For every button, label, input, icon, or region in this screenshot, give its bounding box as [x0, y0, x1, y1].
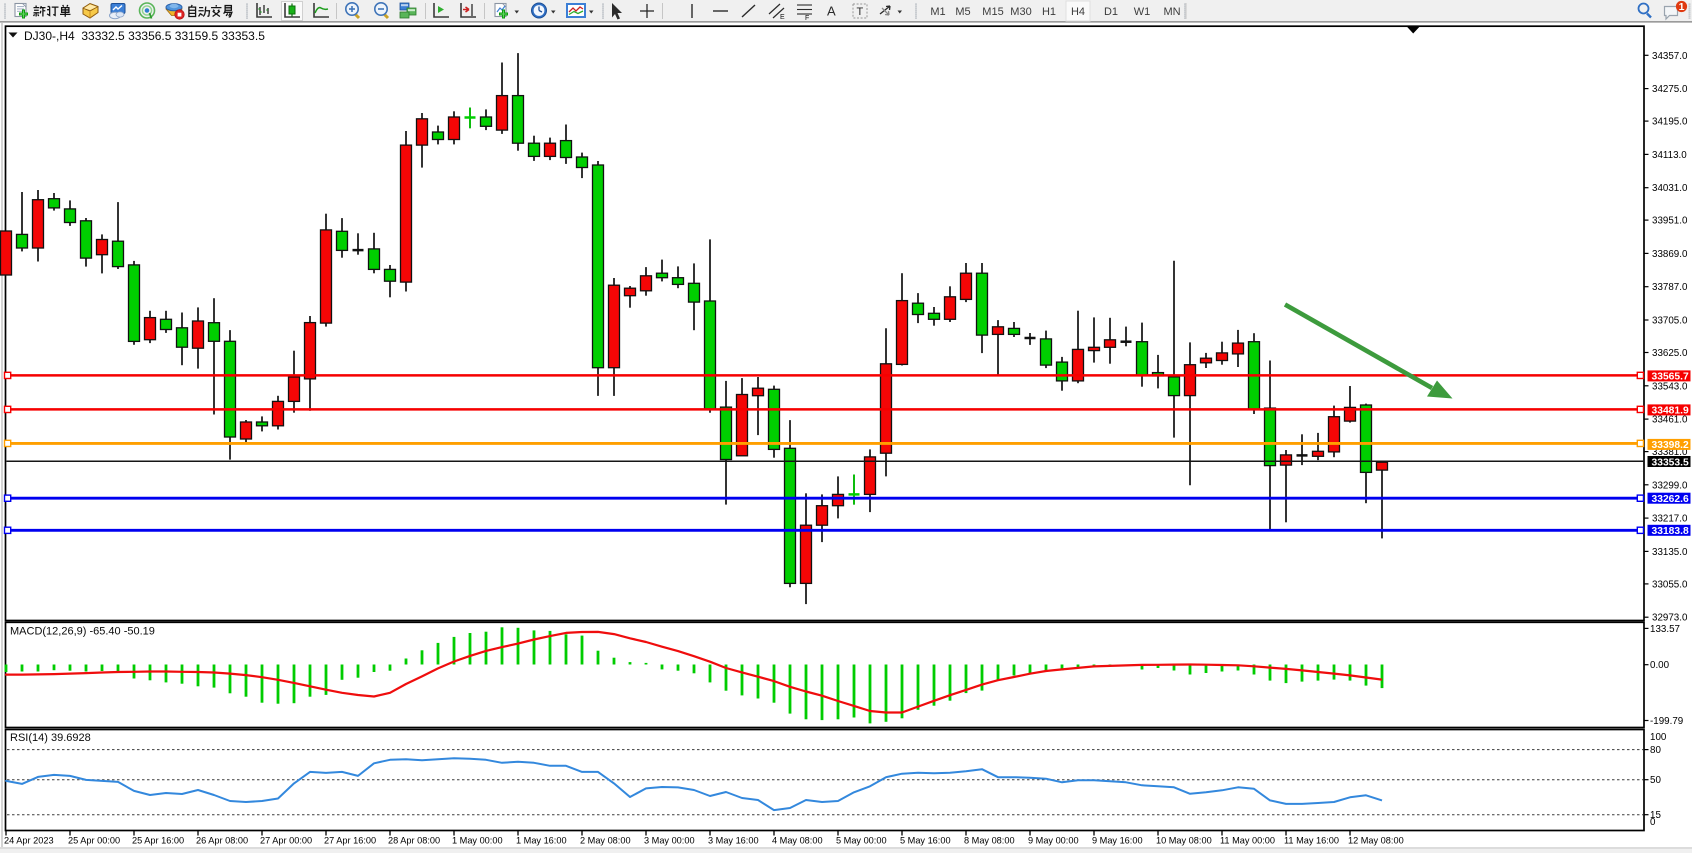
svg-text:33299.0: 33299.0 — [1652, 480, 1688, 491]
svg-text:1: 1 — [1679, 1, 1685, 13]
svg-text:25 Apr 16:00: 25 Apr 16:00 — [132, 836, 184, 846]
svg-text:2 May 08:00: 2 May 08:00 — [580, 836, 631, 846]
svg-text:H1: H1 — [1042, 6, 1056, 18]
svg-text:24 Apr 2023: 24 Apr 2023 — [4, 836, 54, 846]
svg-text:100: 100 — [1650, 732, 1667, 743]
svg-text:H4: H4 — [1071, 6, 1085, 18]
svg-text:33951.0: 33951.0 — [1652, 216, 1688, 227]
svg-text:33543.0: 33543.0 — [1652, 381, 1688, 392]
svg-text:34113.0: 34113.0 — [1652, 150, 1687, 161]
svg-text:0.00: 0.00 — [1650, 660, 1670, 671]
svg-text:9 May 00:00: 9 May 00:00 — [1028, 836, 1079, 846]
svg-text:33869.0: 33869.0 — [1652, 249, 1688, 260]
svg-text:F: F — [805, 15, 809, 22]
svg-text:34357.0: 34357.0 — [1652, 51, 1688, 62]
svg-text:34031.0: 34031.0 — [1652, 183, 1688, 194]
svg-text:33398.2: 33398.2 — [1652, 440, 1689, 451]
svg-text:5 May 00:00: 5 May 00:00 — [836, 836, 887, 846]
svg-text:3 May 16:00: 3 May 16:00 — [708, 836, 759, 846]
svg-text:33055.0: 33055.0 — [1652, 579, 1688, 590]
svg-text:33565.7: 33565.7 — [1652, 372, 1689, 383]
svg-text:RSI(14) 39.6928: RSI(14) 39.6928 — [10, 732, 91, 744]
svg-text:A: A — [827, 4, 836, 19]
svg-text:DJ30-,H4 33332.5 33356.5 3315: DJ30-,H4 33332.5 33356.5 33159.5 33353.5 — [24, 29, 265, 43]
svg-text:34195.0: 34195.0 — [1652, 117, 1688, 128]
svg-text:11 May 00:00: 11 May 00:00 — [1220, 836, 1275, 846]
svg-text:33381.0: 33381.0 — [1652, 447, 1688, 458]
svg-text:T: T — [857, 6, 864, 18]
svg-text:D1: D1 — [1104, 6, 1118, 18]
svg-text:-199.79: -199.79 — [1650, 716, 1683, 727]
svg-text:M30: M30 — [1010, 6, 1031, 18]
svg-text:M15: M15 — [982, 6, 1003, 18]
svg-text:33705.0: 33705.0 — [1652, 316, 1688, 327]
svg-text:M5: M5 — [955, 6, 970, 18]
svg-text:33461.0: 33461.0 — [1652, 415, 1688, 426]
svg-text:33787.0: 33787.0 — [1652, 282, 1688, 293]
svg-text:MACD(12,26,9) -65.40 -50.19: MACD(12,26,9) -65.40 -50.19 — [10, 626, 155, 638]
svg-text:133.57: 133.57 — [1650, 624, 1680, 635]
svg-text:80: 80 — [1650, 745, 1661, 756]
svg-text:25 Apr 00:00: 25 Apr 00:00 — [68, 836, 120, 846]
svg-text:9 May 16:00: 9 May 16:00 — [1092, 836, 1143, 846]
svg-text:28 Apr 08:00: 28 Apr 08:00 — [388, 836, 440, 846]
svg-text:33262.6: 33262.6 — [1652, 494, 1689, 505]
svg-text:10 May 08:00: 10 May 08:00 — [1156, 836, 1212, 846]
svg-text:E: E — [780, 14, 785, 21]
svg-text:W1: W1 — [1134, 6, 1151, 18]
svg-text:1 May 16:00: 1 May 16:00 — [516, 836, 567, 846]
svg-text:33481.9: 33481.9 — [1652, 406, 1689, 417]
svg-text:50: 50 — [1650, 775, 1661, 786]
svg-text:26 Apr 08:00: 26 Apr 08:00 — [196, 836, 248, 846]
svg-text:27 Apr 00:00: 27 Apr 00:00 — [260, 836, 312, 846]
svg-text:33217.0: 33217.0 — [1652, 514, 1688, 525]
svg-text:8 May 08:00: 8 May 08:00 — [964, 836, 1015, 846]
svg-text:33183.8: 33183.8 — [1652, 526, 1689, 537]
svg-text:33353.5: 33353.5 — [1652, 457, 1689, 468]
svg-text:33135.0: 33135.0 — [1652, 547, 1688, 558]
svg-text:15: 15 — [1650, 810, 1661, 821]
svg-text:0: 0 — [1650, 817, 1656, 828]
svg-text:M1: M1 — [930, 6, 945, 18]
svg-text:5 May 16:00: 5 May 16:00 — [900, 836, 951, 846]
svg-text:12 May 08:00: 12 May 08:00 — [1348, 836, 1404, 846]
svg-text:32973.0: 32973.0 — [1652, 613, 1688, 624]
svg-text:11 May 16:00: 11 May 16:00 — [1284, 836, 1339, 846]
svg-text:27 Apr 16:00: 27 Apr 16:00 — [324, 836, 376, 846]
svg-text:3 May 00:00: 3 May 00:00 — [644, 836, 695, 846]
svg-text:1 May 00:00: 1 May 00:00 — [452, 836, 503, 846]
svg-text:34275.0: 34275.0 — [1652, 84, 1688, 95]
svg-text:MN: MN — [1163, 6, 1180, 18]
svg-text:33625.0: 33625.0 — [1652, 348, 1688, 359]
svg-text:4 May 08:00: 4 May 08:00 — [772, 836, 823, 846]
